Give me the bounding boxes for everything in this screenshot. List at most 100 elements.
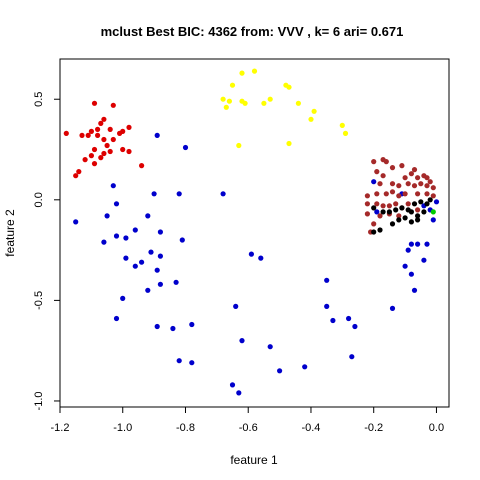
cluster-red-point <box>95 132 101 138</box>
cluster-blue-point <box>139 259 145 265</box>
cluster-yellow-point <box>251 68 258 74</box>
cluster-blue-point <box>189 360 195 366</box>
x-tick-label: -1.2 <box>51 422 70 434</box>
cluster-yellow-point <box>342 130 349 136</box>
y-tick-label: 0.5 <box>33 92 45 107</box>
cluster-yellow-point <box>267 96 273 102</box>
cluster-red-point <box>101 116 107 122</box>
cluster-blue-point <box>330 317 336 324</box>
cluster-red-point <box>126 148 132 155</box>
cluster-blue-point <box>408 241 414 247</box>
cluster-brown-point <box>374 191 380 197</box>
cluster-blue-point <box>154 323 160 330</box>
cluster-red-point <box>85 132 91 138</box>
cluster-blue-point <box>433 199 440 205</box>
cluster-brown-point <box>427 179 433 185</box>
cluster-black-point <box>418 199 424 205</box>
cluster-red-point <box>101 150 107 157</box>
cluster-red-point <box>120 146 126 153</box>
cluster-blue-point <box>132 263 138 269</box>
y-axis-label: feature 2 <box>3 209 17 257</box>
cluster-green-point <box>430 209 436 215</box>
cluster-blue-point <box>421 257 427 263</box>
cluster-blue-point <box>189 321 195 328</box>
cluster-brown-point <box>430 193 436 199</box>
cluster-brown-point <box>415 175 421 181</box>
cluster-blue-point <box>154 267 160 273</box>
cluster-red-point <box>107 148 113 155</box>
cluster-red-point <box>98 155 104 161</box>
cluster-blue-point <box>157 281 163 287</box>
cluster-black-point <box>389 221 396 227</box>
cluster-blue-point <box>182 144 189 151</box>
cluster-blue-point <box>110 183 116 189</box>
x-tick-label: 0.0 <box>429 422 444 434</box>
cluster-brown-point <box>415 191 421 197</box>
cluster-black-point <box>408 209 414 215</box>
cluster-brown-point <box>405 201 411 207</box>
cluster-brown-point <box>377 181 383 187</box>
cluster-black-point <box>393 207 399 213</box>
cluster-yellow-point <box>308 116 314 122</box>
cluster-brown-point <box>415 207 421 213</box>
cluster-blue-point <box>258 255 264 261</box>
cluster-red-point <box>126 124 132 130</box>
cluster-red-point <box>101 136 107 143</box>
cluster-brown-point <box>374 169 380 175</box>
cluster-yellow-point <box>242 100 248 106</box>
cluster-blue-point <box>157 253 163 259</box>
cluster-black-point <box>371 205 377 211</box>
cluster-blue-point <box>236 390 242 396</box>
cluster-brown-point <box>389 189 396 195</box>
cluster-blue-point <box>179 237 185 243</box>
cluster-red-point <box>95 126 101 132</box>
cluster-red-point <box>82 157 88 163</box>
cluster-brown-point <box>393 201 399 207</box>
cluster-black-point <box>427 197 433 203</box>
cluster-blue-point <box>113 201 120 207</box>
cluster-blue-point <box>405 247 411 253</box>
cluster-blue-point <box>346 315 352 322</box>
cluster-blue-point <box>220 191 226 197</box>
x-tick-label: -0.6 <box>239 422 258 434</box>
cluster-brown-point <box>399 163 405 169</box>
cluster-yellow-point <box>311 108 317 114</box>
x-tick-label: -0.8 <box>176 422 195 434</box>
cluster-red-point <box>91 161 98 167</box>
cluster-blue-point <box>239 338 245 344</box>
cluster-blue-point <box>371 179 377 185</box>
cluster-brown-point <box>364 193 370 199</box>
cluster-blue-point <box>123 255 129 261</box>
cluster-brown-point <box>396 193 402 199</box>
cluster-brown-point <box>364 201 370 207</box>
x-axis-label: feature 1 <box>230 453 278 467</box>
cluster-red-point <box>98 120 104 126</box>
cluster-blue-point <box>104 213 110 219</box>
x-tick-label: -1.0 <box>113 422 132 434</box>
cluster-blue-point <box>132 227 138 233</box>
cluster-blue-point <box>101 239 107 245</box>
cluster-brown-point <box>371 221 377 227</box>
cluster-brown-point <box>389 165 396 171</box>
cluster-brown-point <box>396 183 402 189</box>
cluster-black-point <box>386 209 392 215</box>
y-axis: -1.0 -0.5 0.0 0.5 <box>33 92 60 410</box>
cluster-blue-point <box>113 315 120 322</box>
cluster-red-point <box>120 128 126 134</box>
cluster-brown-point <box>374 201 380 207</box>
cluster-blue-point <box>324 277 330 283</box>
cluster-brown-point <box>380 203 386 209</box>
cluster-yellow-point <box>229 82 236 88</box>
cluster-black-point <box>380 209 386 215</box>
cluster-brown-point <box>424 175 430 181</box>
cluster-red-point <box>139 163 145 169</box>
x-tick-label: -0.2 <box>364 422 383 434</box>
cluster-red-point <box>79 132 85 138</box>
cluster-blue-point <box>402 263 408 269</box>
cluster-red-point <box>110 136 116 143</box>
cluster-brown-point <box>418 181 424 187</box>
cluster-yellow-point <box>239 70 245 76</box>
cluster-yellow-point <box>261 100 267 106</box>
cluster-blue-point <box>123 235 129 241</box>
